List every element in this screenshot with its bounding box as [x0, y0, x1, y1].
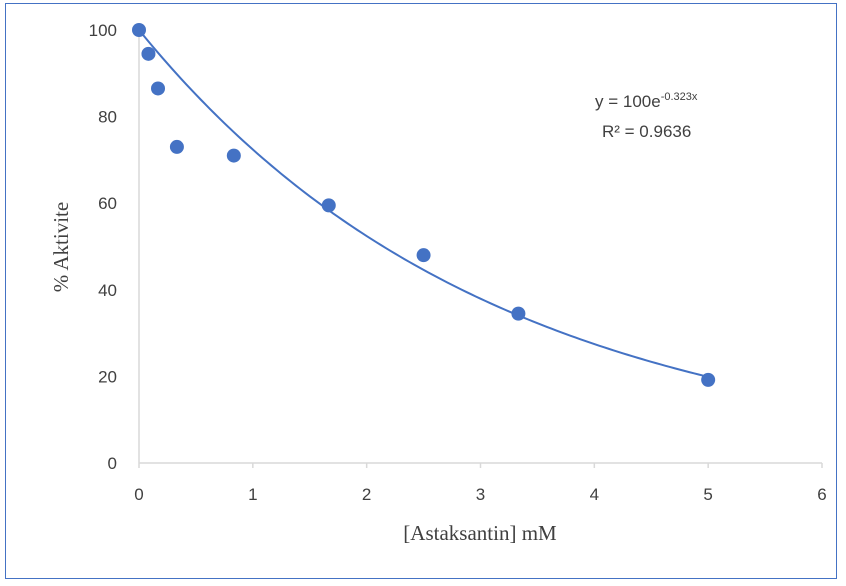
y-axis-title: % Aktivite: [49, 202, 73, 292]
y-tick-label: 60: [98, 194, 117, 213]
x-tick-label: 0: [134, 485, 143, 504]
y-tick-label: 100: [89, 21, 117, 40]
data-points: [132, 23, 716, 387]
data-point: [169, 139, 184, 154]
x-tick-label: 3: [476, 485, 485, 504]
x-tick-labels: 0 1 2 3 4 5 6: [134, 485, 826, 504]
y-tick-label: 40: [98, 281, 117, 300]
chart-frame: [5, 3, 837, 579]
x-tick-label: 1: [248, 485, 257, 504]
data-point: [701, 372, 716, 387]
y-tick-label: 20: [98, 367, 117, 386]
data-point: [151, 81, 166, 96]
trendline: [138, 29, 709, 378]
r-squared-label: R² = 0.9636: [602, 122, 691, 141]
data-point: [132, 23, 146, 37]
x-axis-title: [Astaksantin] mM: [403, 521, 557, 545]
y-tick-label: 80: [98, 108, 117, 127]
data-point: [511, 306, 526, 321]
data-point: [226, 148, 241, 163]
data-point: [416, 248, 431, 263]
x-tick-label: 4: [590, 485, 599, 504]
axes: [138, 30, 823, 468]
y-tick-label: 0: [108, 454, 117, 473]
x-tick-label: 2: [362, 485, 371, 504]
y-tick-labels: 0 20 40 60 80 100: [89, 21, 117, 473]
x-tick-label: 5: [703, 485, 712, 504]
data-point: [141, 46, 156, 61]
data-point: [321, 198, 336, 213]
trendline-equation: y = 100e-0.323x: [595, 91, 698, 111]
x-tick-label: 6: [817, 485, 826, 504]
